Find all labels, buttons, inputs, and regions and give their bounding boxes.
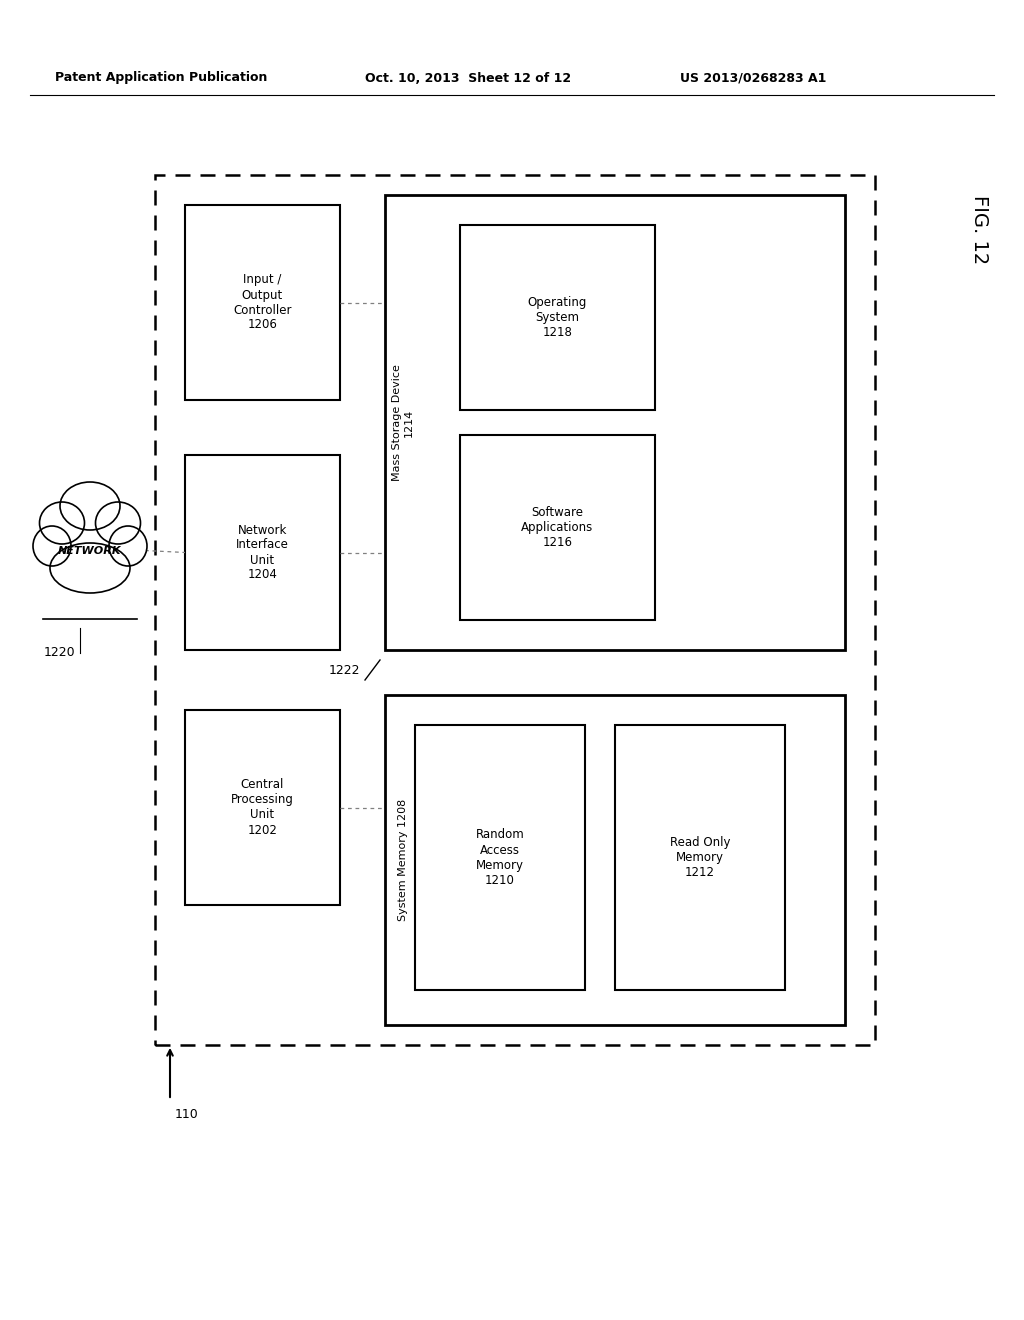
Text: Read Only
Memory
1212: Read Only Memory 1212 bbox=[670, 836, 730, 879]
Text: Random
Access
Memory
1210: Random Access Memory 1210 bbox=[475, 829, 524, 887]
Text: 110: 110 bbox=[175, 1109, 199, 1122]
Text: FIG. 12: FIG. 12 bbox=[971, 195, 989, 264]
Ellipse shape bbox=[95, 502, 140, 544]
Bar bbox=[615, 725, 785, 990]
Ellipse shape bbox=[50, 543, 130, 593]
Text: Input /
Output
Controller
1206: Input / Output Controller 1206 bbox=[233, 273, 292, 331]
Text: Network
Interface
Unit
1204: Network Interface Unit 1204 bbox=[237, 524, 289, 582]
Text: Software
Applications
1216: Software Applications 1216 bbox=[521, 506, 594, 549]
Ellipse shape bbox=[60, 482, 120, 531]
Bar bbox=[460, 224, 655, 411]
Ellipse shape bbox=[40, 502, 85, 544]
Text: Operating
System
1218: Operating System 1218 bbox=[527, 296, 587, 339]
Bar bbox=[185, 455, 340, 649]
Bar bbox=[40, 488, 140, 618]
Bar bbox=[37, 615, 143, 623]
Ellipse shape bbox=[109, 525, 147, 566]
Text: 1222: 1222 bbox=[329, 664, 360, 676]
Bar bbox=[460, 436, 655, 620]
Text: Patent Application Publication: Patent Application Publication bbox=[55, 71, 267, 84]
Bar bbox=[415, 725, 585, 990]
Bar bbox=[185, 710, 340, 906]
Text: US 2013/0268283 A1: US 2013/0268283 A1 bbox=[680, 71, 826, 84]
Bar bbox=[385, 195, 845, 649]
Bar bbox=[155, 176, 874, 1045]
Text: 1220: 1220 bbox=[43, 647, 75, 660]
Text: System Memory 1208: System Memory 1208 bbox=[398, 799, 408, 921]
Bar bbox=[185, 205, 340, 400]
Text: Central
Processing
Unit
1202: Central Processing Unit 1202 bbox=[231, 779, 294, 837]
Text: Oct. 10, 2013  Sheet 12 of 12: Oct. 10, 2013 Sheet 12 of 12 bbox=[365, 71, 571, 84]
Text: NETWORK: NETWORK bbox=[58, 545, 122, 556]
Ellipse shape bbox=[33, 525, 71, 566]
Text: Mass Storage Device
1214: Mass Storage Device 1214 bbox=[392, 364, 414, 480]
Bar bbox=[385, 696, 845, 1026]
